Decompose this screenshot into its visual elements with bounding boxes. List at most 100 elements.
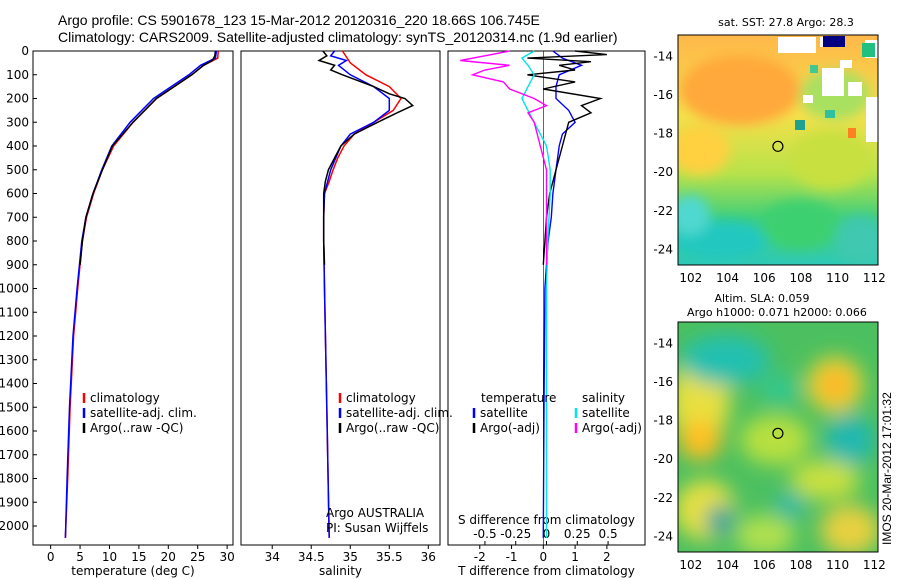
depth-tick-label: 1500 bbox=[0, 400, 29, 414]
map1-lon-tick-label: 106 bbox=[753, 271, 776, 285]
salinity-legend-label: Argo(..raw -QC) bbox=[346, 421, 439, 435]
difference-T-axis-tick-label: 1 bbox=[571, 550, 579, 564]
difference-T-axis-tick-label: -1 bbox=[506, 550, 518, 564]
map2-lat-tick-label: -14 bbox=[653, 336, 673, 350]
map1-lon-tick-label: 110 bbox=[826, 271, 849, 285]
temperature-legend-label: climatology bbox=[90, 391, 160, 405]
map2-lon-tick-label: 102 bbox=[679, 558, 702, 572]
map2-lon-tick-label: 106 bbox=[753, 558, 776, 572]
difference-series-3 bbox=[460, 50, 549, 265]
map2-lat-tick-label: -22 bbox=[653, 491, 673, 505]
difference-series-0 bbox=[542, 50, 584, 538]
depth-tick-label: 2000 bbox=[0, 519, 29, 533]
depth-tick-label: 1100 bbox=[0, 305, 29, 319]
temperature-legend-label: Argo(..raw -QC) bbox=[90, 421, 183, 435]
temperature-axis-tick-label: 30 bbox=[219, 550, 234, 564]
map2-lat-tick-label: -16 bbox=[653, 375, 673, 389]
sla-map bbox=[677, 321, 879, 553]
temperature-series-0 bbox=[64, 50, 220, 538]
salinity-axis-tick-label: 34 bbox=[265, 550, 280, 564]
depth-tick-label: 1800 bbox=[0, 472, 29, 486]
salinity-panel-frame bbox=[240, 50, 441, 546]
salinity-axis-tick-label: 34.5 bbox=[298, 550, 325, 564]
map1-lon-tick-label: 108 bbox=[789, 271, 812, 285]
salinity-legend-label: climatology bbox=[346, 391, 416, 405]
difference-S-axis-tick-label: -0.5 bbox=[473, 527, 496, 541]
difference-T-axis-tick-label: 2 bbox=[603, 550, 611, 564]
sla-map-title-line1: Altim. SLA: 0.059 bbox=[714, 292, 809, 305]
map2-lat-tick-label: -20 bbox=[653, 452, 673, 466]
temperature-axis-tick-label: 10 bbox=[102, 550, 117, 564]
depth-tick-label: 1600 bbox=[0, 424, 29, 438]
depth-tick-label: 900 bbox=[6, 258, 29, 272]
map1-lon-tick-label: 102 bbox=[679, 271, 702, 285]
depth-tick-label: 200 bbox=[6, 92, 29, 106]
depth-tick-label: 400 bbox=[6, 139, 29, 153]
sla-map-title-line2: Argo h1000: 0.071 h2000: 0.066 bbox=[687, 306, 867, 319]
depth-tick-label: 1300 bbox=[0, 353, 29, 367]
salinity-series-1 bbox=[322, 50, 391, 538]
map2-lon-tick-label: 104 bbox=[716, 558, 739, 572]
temperature-axis-tick-label: 0 bbox=[47, 550, 55, 564]
difference-legend-salinity-label: Argo(-adj) bbox=[582, 421, 642, 435]
depth-tick-label: 500 bbox=[6, 163, 29, 177]
temperature-legend-label: satellite-adj. clim. bbox=[90, 406, 197, 420]
map2-lat-tick-label: -24 bbox=[653, 530, 673, 544]
difference-S-axis-tick-label: 0.5 bbox=[599, 527, 618, 541]
salinity-axis-tick-label: 35.5 bbox=[376, 550, 403, 564]
map1-lat-tick-label: -24 bbox=[653, 243, 673, 257]
depth-tick-label: 600 bbox=[6, 187, 29, 201]
map1-lat-tick-label: -22 bbox=[653, 204, 673, 218]
difference-legend-temperature-label: Argo(-adj) bbox=[480, 421, 540, 435]
difference-T-axis-tick-label: -2 bbox=[474, 550, 486, 564]
salinity-legend-label: satellite-adj. clim. bbox=[346, 406, 453, 420]
temperature-axis-tick-label: 5 bbox=[76, 550, 84, 564]
temperature-axis-tick-label: 25 bbox=[190, 550, 205, 564]
sla-argo-location-marker bbox=[772, 427, 784, 439]
sst-map bbox=[677, 34, 879, 266]
map2-lon-tick-label: 112 bbox=[863, 558, 886, 572]
salinity-annotation-line1: Argo AUSTRALIA bbox=[326, 506, 425, 520]
sst-argo-location-marker bbox=[772, 140, 784, 152]
difference-legend-salinity-label: satellite bbox=[582, 406, 630, 420]
difference-legend-temperature-label: satellite bbox=[480, 406, 528, 420]
salinity-axis-label: salinity bbox=[319, 564, 362, 578]
difference-series-2 bbox=[520, 50, 551, 538]
map1-lon-tick-label: 112 bbox=[863, 271, 886, 285]
salinity-series-0 bbox=[322, 50, 402, 538]
difference-series-1 bbox=[527, 50, 607, 265]
difference-S-axis-tick-label: 0.25 bbox=[564, 527, 591, 541]
map1-lat-tick-label: -16 bbox=[653, 88, 673, 102]
depth-tick-label: 1400 bbox=[0, 377, 29, 391]
temperature-series-1 bbox=[64, 50, 218, 538]
sst-map-title: sat. SST: 27.8 Argo: 28.3 bbox=[718, 16, 854, 29]
depth-tick-label: 1000 bbox=[0, 282, 29, 296]
salinity-axis-tick-label: 36 bbox=[421, 550, 436, 564]
difference-legend-title-temperature: temperature bbox=[481, 391, 556, 405]
map1-lat-tick-label: -18 bbox=[653, 127, 673, 141]
depth-tick-label: 1700 bbox=[0, 448, 29, 462]
map2-lon-tick-label: 110 bbox=[826, 558, 849, 572]
depth-tick-label: 0 bbox=[21, 44, 29, 58]
temperature-series-2 bbox=[79, 50, 217, 265]
depth-tick-label: 300 bbox=[6, 115, 29, 129]
salinity-annotation-line2: PI: Susan Wijffels bbox=[326, 521, 428, 535]
difference-T-axis-tick-label: 0 bbox=[540, 550, 548, 564]
salinity-series-2 bbox=[317, 50, 415, 265]
map1-lon-tick-label: 104 bbox=[716, 271, 739, 285]
depth-tick-label: 800 bbox=[6, 234, 29, 248]
map2-lon-tick-label: 108 bbox=[789, 558, 812, 572]
map1-lat-tick-label: -14 bbox=[653, 49, 673, 63]
temperature-panel-frame bbox=[32, 50, 234, 546]
temperature-axis-label: temperature (deg C) bbox=[71, 564, 194, 578]
figure-title-line2: Climatology: CARS2009. Satellite-adjuste… bbox=[58, 29, 618, 45]
map2-lat-tick-label: -18 bbox=[653, 414, 673, 428]
depth-tick-label: 1900 bbox=[0, 495, 29, 509]
difference-T-axis-label: T difference from climatology bbox=[457, 564, 635, 578]
depth-tick-label: 700 bbox=[6, 210, 29, 224]
figure-title-line1: Argo profile: CS 5901678_123 15-Mar-2012… bbox=[58, 12, 540, 28]
map1-lat-tick-label: -20 bbox=[653, 165, 673, 179]
depth-tick-label: 100 bbox=[6, 68, 29, 82]
temperature-axis-tick-label: 15 bbox=[131, 550, 146, 564]
